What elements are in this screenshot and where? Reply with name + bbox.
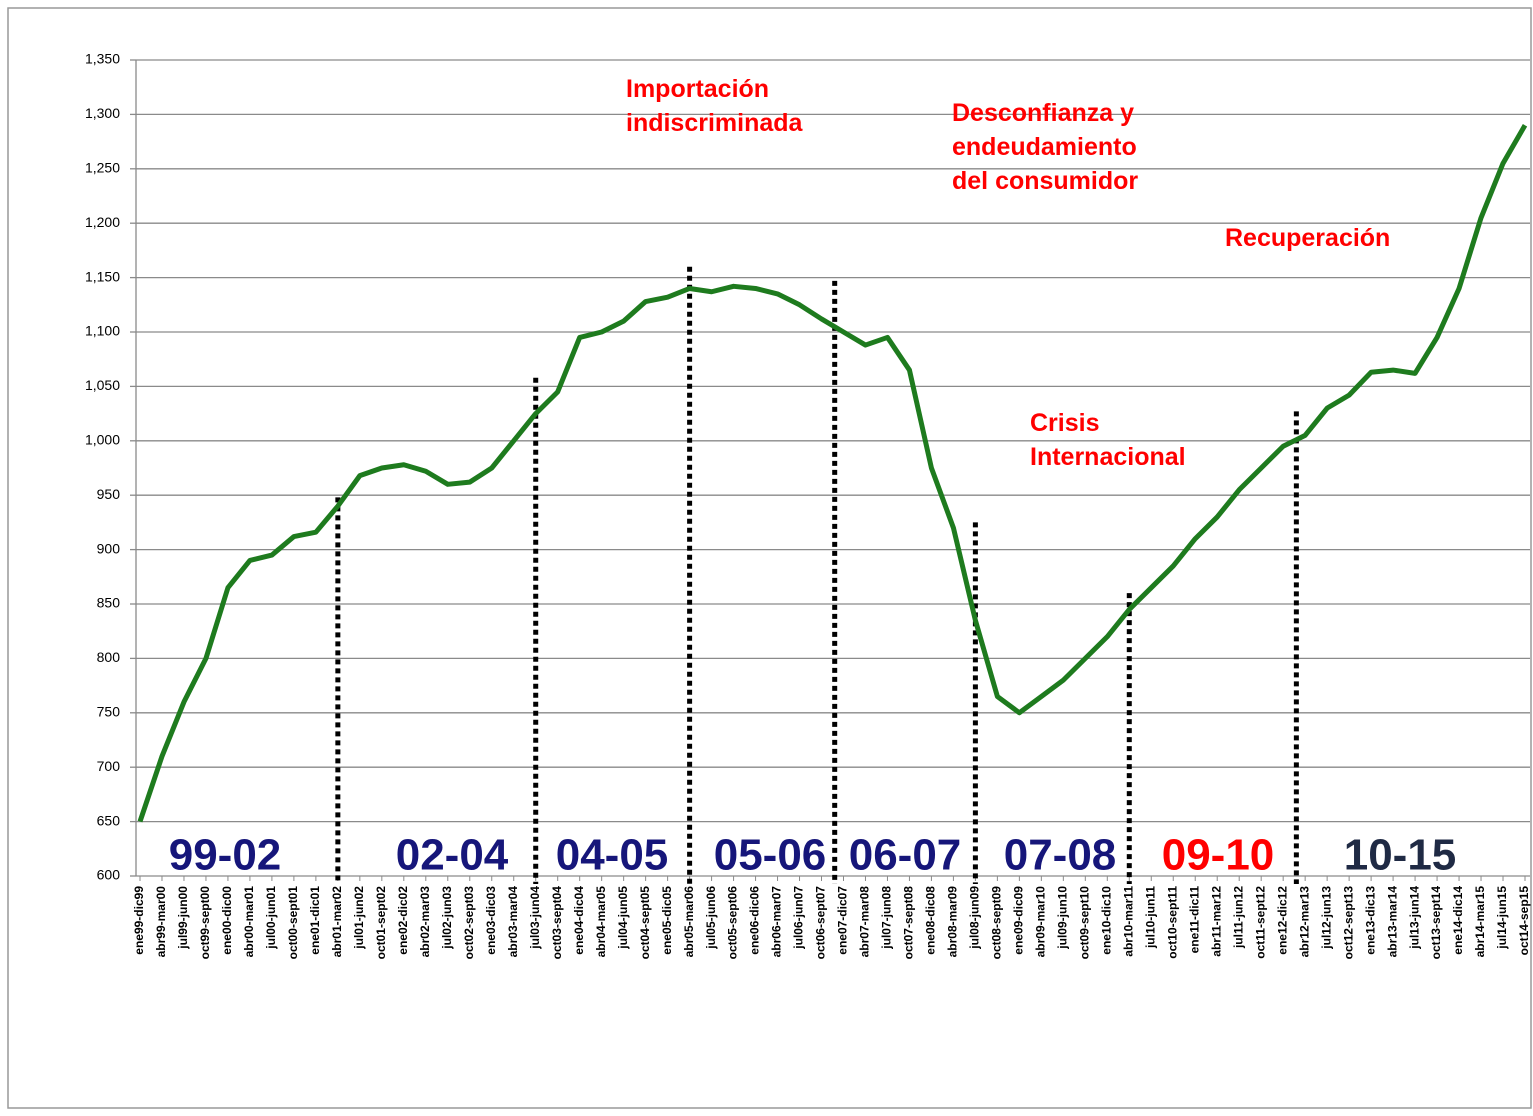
- x-tick-label: oct11-sept12: [1253, 886, 1267, 959]
- x-tick-label: ene10-dic10: [1099, 886, 1113, 955]
- period-label: 07-08: [1004, 831, 1117, 880]
- annotation: Crisis: [1030, 409, 1099, 437]
- x-tick-label: oct05-sept06: [726, 886, 740, 960]
- x-tick-label: abr01-mar02: [330, 886, 344, 958]
- x-tick-label: oct04-sept05: [638, 886, 652, 960]
- x-tick-label: abr14-mar15: [1473, 886, 1487, 958]
- y-tick-label: 800: [97, 649, 121, 665]
- x-tick-label: jul00-jun01: [264, 886, 278, 950]
- x-tick-label: ene03-dic03: [484, 886, 498, 955]
- x-tick-label: ene09-dic09: [1012, 886, 1026, 955]
- x-tick-label: abr10-mar11: [1121, 886, 1135, 957]
- x-tick-label: ene02-dic02: [396, 886, 410, 955]
- x-tick-label: abr00-mar01: [242, 886, 256, 958]
- x-tick-label: jul10-jun11: [1143, 886, 1157, 949]
- x-tick-label: jul05-jun06: [704, 886, 718, 950]
- y-tick-label: 850: [97, 595, 121, 611]
- annotation: indiscriminada: [626, 109, 804, 137]
- x-tick-label: jul06-jun07: [792, 886, 806, 950]
- x-tick-label: jul12-jun13: [1319, 886, 1333, 950]
- x-tick-label: ene05-dic05: [660, 886, 674, 955]
- y-tick-label: 1,300: [85, 105, 120, 121]
- y-tick-label: 1,000: [85, 432, 120, 448]
- period-label: 02-04: [396, 831, 509, 880]
- y-tick-label: 1,250: [85, 160, 120, 176]
- x-tick-label: oct06-sept07: [814, 886, 828, 960]
- x-tick-label: oct01-sept02: [374, 886, 388, 960]
- x-tick-label: jul09-jun10: [1056, 886, 1070, 950]
- x-tick-label: ene12-dic12: [1275, 886, 1289, 955]
- x-tick-label: abr11-mar12: [1209, 886, 1223, 957]
- annotation: Internacional: [1030, 443, 1186, 471]
- x-tick-label: ene13-dic13: [1363, 886, 1377, 955]
- x-tick-label: ene11-dic11: [1187, 886, 1201, 954]
- x-tick-label: oct13-sept14: [1429, 886, 1443, 960]
- x-tick-label: oct07-sept08: [902, 886, 916, 960]
- x-tick-label: abr09-mar10: [1034, 886, 1048, 958]
- x-tick-label: jul99-jun00: [176, 886, 190, 950]
- annotation: endeudamiento: [952, 133, 1137, 161]
- period-label: 05-06: [714, 831, 827, 880]
- y-tick-label: 1,200: [85, 214, 120, 230]
- x-tick-label: oct14-sep15: [1517, 886, 1531, 956]
- x-tick-label: oct08-sept09: [990, 886, 1004, 960]
- annotation: Recuperación: [1225, 224, 1390, 252]
- y-tick-label: 900: [97, 540, 121, 556]
- y-tick-label: 1,150: [85, 268, 120, 284]
- series-line: [137, 124, 1528, 823]
- x-tick-label: jul01-jun02: [352, 886, 366, 950]
- x-tick-label: jul07-jun08: [880, 886, 894, 950]
- annotation: Desconfianza y: [952, 99, 1134, 127]
- x-tick-label: oct10-sept11: [1165, 886, 1179, 959]
- x-tick-label: abr12-mar13: [1297, 886, 1311, 958]
- x-tick-label: oct03-sept04: [550, 886, 564, 960]
- x-tick-label: oct09-sept10: [1077, 886, 1091, 960]
- x-tick-label: abr13-mar14: [1385, 886, 1399, 958]
- x-tick-label: jul03-jun04: [528, 886, 542, 950]
- x-tick-label: oct02-sept03: [462, 886, 476, 960]
- x-tick-label: ene06-dic06: [748, 886, 762, 955]
- x-tick-label: ene99-dic99: [132, 886, 146, 955]
- x-tick-label: jul02-jun03: [440, 886, 454, 950]
- x-tick-label: abr08-mar09: [946, 886, 960, 958]
- x-tick-label: ene08-dic08: [924, 886, 938, 955]
- period-label: 06-07: [849, 831, 962, 880]
- x-tick-label: oct99-sept00: [198, 886, 212, 960]
- y-tick-label: 750: [97, 704, 121, 720]
- x-tick-label: abr02-mar03: [418, 886, 432, 958]
- period-label: 10-15: [1344, 831, 1457, 880]
- x-tick-label: abr99-mar00: [154, 886, 168, 958]
- x-tick-label: abr07-mar08: [858, 886, 872, 958]
- y-tick-label: 1,100: [85, 323, 120, 339]
- x-tick-label: ene01-dic01: [308, 886, 322, 955]
- period-label: 09-10: [1162, 831, 1275, 880]
- x-tick-label: abr04-mar05: [594, 886, 608, 958]
- y-tick-label: 1,350: [85, 51, 120, 67]
- x-tick-label: ene07-dic07: [836, 886, 850, 955]
- y-tick-label: 950: [97, 486, 121, 502]
- x-tick-label: jul14-jun15: [1495, 886, 1509, 950]
- period-label: 99-02: [169, 831, 282, 880]
- y-tick-label: 650: [97, 812, 121, 828]
- x-tick-label: abr03-mar04: [506, 886, 520, 958]
- x-tick-label: abr05-mar06: [682, 886, 696, 958]
- x-tick-label: ene14-dic14: [1451, 886, 1465, 955]
- x-tick-label: jul04-jun05: [616, 886, 630, 950]
- x-tick-label: jul13-jun14: [1407, 886, 1421, 950]
- y-tick-label: 1,050: [85, 377, 120, 393]
- x-tick-label: jul11-jun12: [1231, 886, 1245, 949]
- x-tick-label: ene00-dic00: [220, 886, 234, 955]
- x-tick-label: oct12-sept13: [1341, 886, 1355, 960]
- y-tick-label: 600: [97, 867, 121, 883]
- period-label: 04-05: [556, 831, 669, 880]
- x-tick-label: oct00-sept01: [286, 886, 300, 960]
- x-tick-label: jul08-jun09: [968, 886, 982, 950]
- x-tick-label: ene04-dic04: [572, 886, 586, 955]
- x-tick-label: abr06-mar07: [770, 886, 784, 958]
- annotation: del consumidor: [952, 167, 1138, 195]
- y-tick-label: 700: [97, 758, 121, 774]
- annotation: Importación: [626, 75, 769, 103]
